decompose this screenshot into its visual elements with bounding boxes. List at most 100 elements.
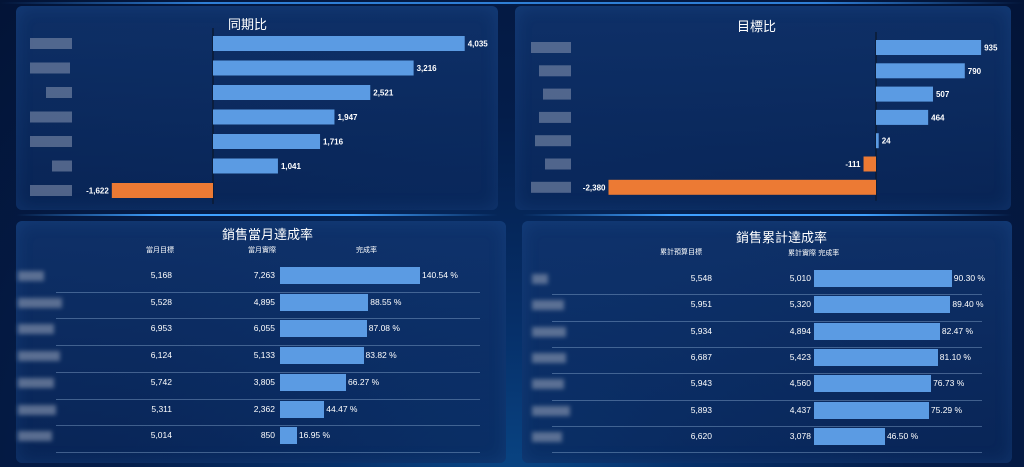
- monthly-rate-label: 88.55 %: [370, 296, 402, 307]
- target-category-label-redacted: [535, 135, 571, 147]
- target-category-label-redacted: [545, 158, 571, 170]
- cumulative-achievement-panel: 銷售累計達成率 累計預算目標 累計實際 完成率 5,548 5,010 90.30 …: [522, 221, 1012, 463]
- target-bar: [608, 179, 876, 195]
- cumulative-row-label-redacted: [532, 326, 566, 337]
- target-chart-title: 目標比: [737, 20, 777, 35]
- divider-glow-left: [16, 214, 498, 216]
- target-bar-chart: 935 790 507 464 24 -111 -2,380: [531, 32, 998, 201]
- cumulative-rate-label: 90.30 %: [953, 273, 985, 283]
- monthly-rate-label: 140.54 %: [422, 270, 458, 280]
- cumulative-row-divider: [552, 346, 982, 348]
- target-category-label-redacted: [543, 88, 571, 100]
- yoy-category-label-redacted: [46, 87, 72, 98]
- yoy-data-label: 1,947: [337, 113, 358, 122]
- monthly-actual-cell: 7,263: [253, 270, 275, 280]
- cumulative-rate-bar: [814, 296, 951, 314]
- cumulative-table-title: 銷售累計達成率: [736, 231, 828, 246]
- cumulative-actual-cell: 5,423: [789, 351, 811, 362]
- cumulative-col-target-header: 累計預算目標: [660, 248, 702, 256]
- monthly-row-divider: [56, 451, 480, 453]
- target-data-label: 935: [984, 44, 998, 53]
- monthly-row-label-redacted: [18, 324, 54, 335]
- target-data-label: -2,380: [583, 183, 606, 192]
- cumulative-actual-cell: 3,078: [789, 430, 811, 441]
- yoy-bar: [213, 36, 465, 51]
- monthly-row-divider: [56, 318, 480, 320]
- target-bar: [876, 40, 982, 55]
- cumulative-rate-bar: [814, 427, 885, 445]
- yoy-data-label: 2,521: [373, 89, 394, 98]
- monthly-row-label-redacted: [18, 431, 52, 442]
- yoy-category-label-redacted: [30, 38, 72, 49]
- yoy-bar: [213, 109, 335, 125]
- monthly-target-cell: 5,168: [150, 270, 172, 280]
- yoy-category-label-redacted: [30, 111, 72, 123]
- cumulative-row-label-redacted: [532, 352, 566, 363]
- monthly-table-title: 銷售當月達成率: [222, 228, 314, 243]
- monthly-rate-bar: [280, 400, 325, 418]
- yoy-bar: [213, 158, 278, 174]
- cumulative-target-cell: 5,943: [690, 378, 712, 389]
- yoy-chart-title: 同期比: [228, 18, 268, 33]
- cumulative-actual-cell: 5,320: [789, 299, 811, 310]
- monthly-target-cell: 5,014: [150, 430, 172, 441]
- yoy-data-label: 4,035: [468, 40, 489, 49]
- monthly-rate-bar: [280, 320, 367, 338]
- target-category-label-redacted: [539, 65, 571, 77]
- cumulative-target-cell: 5,934: [690, 325, 712, 336]
- cumulative-row-label-redacted: [532, 300, 564, 311]
- target-bar: [876, 86, 933, 102]
- cumulative-rate-label: 82.47 %: [941, 325, 974, 336]
- cumulative-target-cell: 5,951: [690, 299, 712, 310]
- cumulative-rate-bar: [814, 270, 952, 287]
- target-data-label: 464: [931, 113, 945, 122]
- monthly-row-divider: [56, 425, 480, 427]
- yoy-bar: [213, 60, 414, 76]
- monthly-row-label-redacted: [18, 297, 62, 308]
- cumulative-actual-cell: 4,437: [789, 404, 811, 415]
- monthly-actual-cell: 3,805: [253, 376, 275, 387]
- monthly-target-cell: 5,311: [151, 403, 172, 414]
- monthly-row-label-redacted: [18, 404, 56, 415]
- yoy-bar: [213, 134, 321, 149]
- monthly-row-label-redacted: [18, 377, 54, 388]
- monthly-rate-label: 44.47 %: [326, 403, 358, 414]
- cumulative-target-cell: 6,620: [690, 430, 712, 441]
- monthly-actual-cell: 5,133: [253, 350, 275, 361]
- monthly-rate-label: 16.95 %: [298, 430, 331, 441]
- target-data-label: 24: [882, 137, 891, 146]
- cumulative-rate-label: 89.40 %: [952, 299, 984, 310]
- monthly-col-target-header: 當月目標: [146, 246, 174, 254]
- yoy-category-label-redacted: [30, 136, 72, 147]
- monthly-row-label-redacted: [18, 351, 60, 362]
- monthly-row-divider: [56, 371, 480, 373]
- monthly-achievement-panel: 銷售當月達成率 當月目標 當月實際 完成率 5,168 7,263 140.54 %…: [16, 221, 506, 463]
- yoy-data-label: -1,622: [86, 187, 109, 196]
- monthly-rate-bar: [280, 267, 421, 284]
- yoy-data-label: 1,716: [323, 138, 344, 147]
- yoy-data-label: 3,216: [417, 64, 438, 73]
- cumulative-rate-bar: [814, 375, 932, 393]
- monthly-actual-cell: 4,895: [253, 296, 275, 307]
- cumulative-row-divider: [552, 452, 982, 454]
- yoy-category-label-redacted: [30, 62, 70, 74]
- cumulative-target-cell: 5,893: [690, 404, 712, 415]
- cumulative-row-divider: [552, 320, 982, 322]
- top-accent-line: [0, 2, 1024, 4]
- cumulative-row-label-redacted: [532, 274, 548, 284]
- yoy-bar: [111, 183, 213, 198]
- target-data-label: -111: [845, 160, 861, 169]
- cumulative-target-cell: 6,687: [690, 351, 712, 362]
- cumulative-actual-cell: 5,010: [789, 273, 811, 283]
- target-category-label-redacted: [531, 42, 571, 53]
- monthly-actual-cell: 6,055: [253, 323, 275, 334]
- monthly-col-rate-header: 完成率: [356, 246, 377, 254]
- monthly-actual-cell: 850: [260, 430, 275, 441]
- cumulative-row-label-redacted: [532, 379, 564, 390]
- monthly-target-cell: 5,742: [150, 376, 172, 387]
- divider-glow-right: [522, 214, 1012, 216]
- monthly-target-cell: 6,953: [150, 323, 172, 334]
- cumulative-rate-bar: [814, 322, 940, 340]
- yoy-category-label-redacted: [52, 160, 72, 172]
- monthly-rate-bar: [280, 293, 369, 311]
